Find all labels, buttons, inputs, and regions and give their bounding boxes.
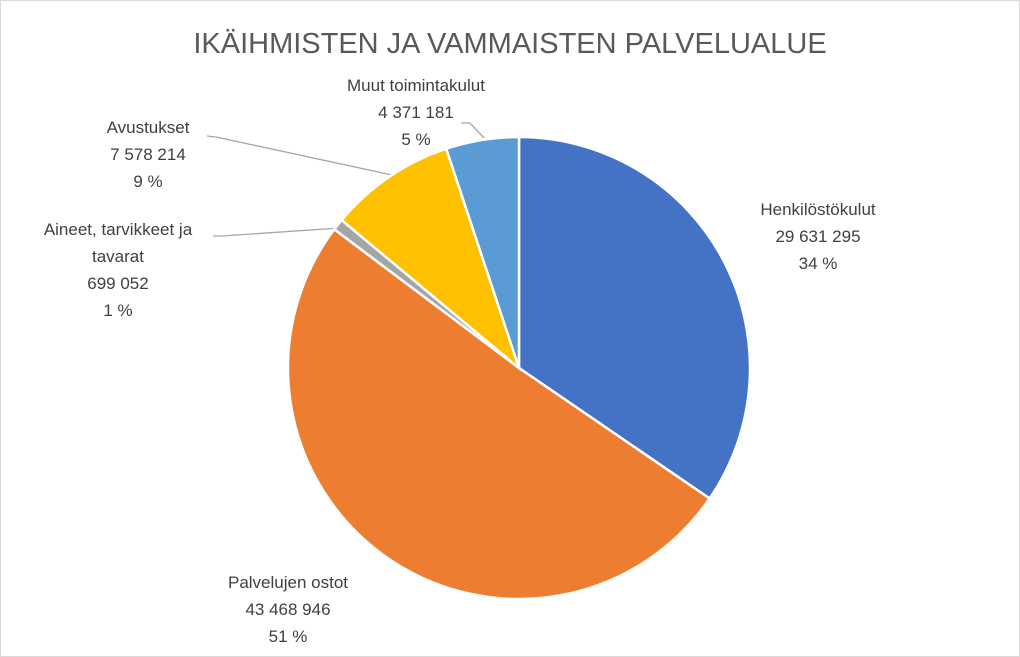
label-name: Henkilöstökulut [760, 200, 876, 219]
label-percent: 34 % [798, 254, 838, 273]
label-value: 43 468 946 [245, 600, 331, 619]
label-value: 29 631 295 [775, 227, 861, 246]
label-value: 4 371 181 [378, 103, 454, 122]
chart-title: IKÄIHMISTEN JA VAMMAISTEN PALVELUALUE [193, 28, 827, 60]
label-name: Aineet, tarvikkeet ja tavarat [43, 220, 193, 266]
data-label: Henkilöstökulut 29 631 295 34 % [708, 196, 928, 277]
label-name: Avustukset [106, 118, 190, 137]
pie-slice [517, 135, 752, 501]
data-label: Muut toimintakulut 4 371 181 5 % [306, 72, 526, 153]
label-percent: 5 % [401, 130, 431, 149]
label-value: 699 052 [87, 274, 149, 293]
label-name: Muut toimintakulut [347, 76, 485, 95]
pie-slice [339, 147, 522, 372]
label-percent: 51 % [268, 627, 308, 646]
data-label: Avustukset 7 578 214 9 % [38, 114, 258, 195]
label-percent: 9 % [133, 172, 163, 191]
label-name: Palvelujen ostot [227, 573, 349, 592]
pie-slice [286, 227, 712, 601]
data-label: Aineet, tarvikkeet ja tavarat 699 052 1 % [21, 216, 216, 324]
leader-line [461, 122, 485, 139]
label-value: 7 578 214 [110, 145, 186, 164]
label-percent: 1 % [103, 301, 133, 320]
pie-slice [444, 135, 521, 369]
leader-line [213, 227, 341, 237]
leader-line [206, 135, 393, 176]
data-label: Palvelujen ostot 43 468 946 51 % [178, 569, 398, 650]
